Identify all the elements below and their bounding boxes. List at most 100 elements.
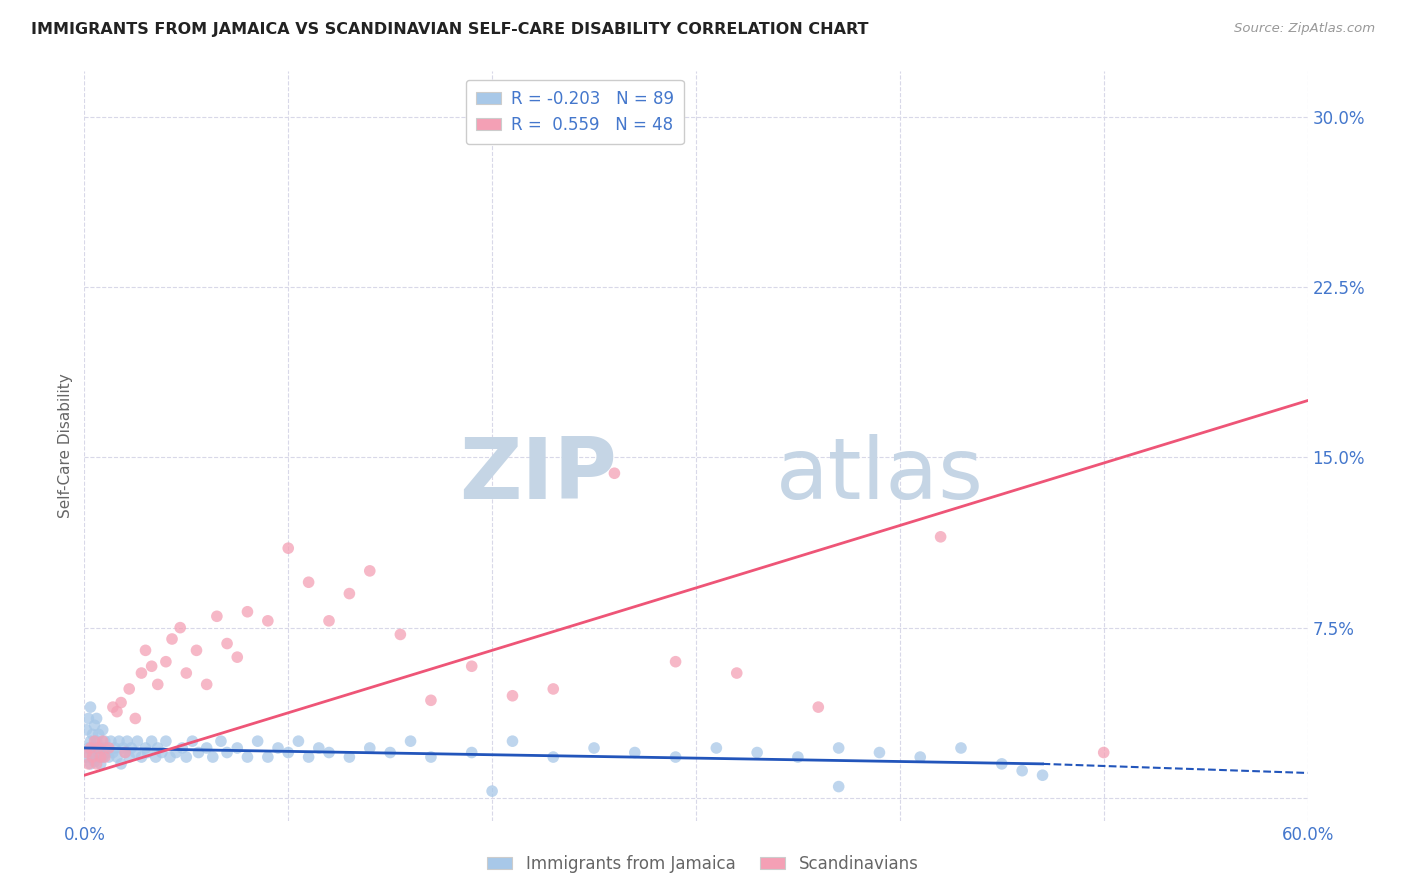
Point xyxy=(1092,746,1115,760)
Point xyxy=(86,750,108,764)
Point xyxy=(110,756,132,771)
Point xyxy=(108,734,131,748)
Point xyxy=(298,575,321,590)
Point xyxy=(114,746,136,760)
Point xyxy=(181,734,204,748)
Point xyxy=(101,700,124,714)
Point xyxy=(172,741,194,756)
Point xyxy=(79,756,101,771)
Point xyxy=(75,723,97,737)
Text: Source: ZipAtlas.com: Source: ZipAtlas.com xyxy=(1234,22,1375,36)
Point xyxy=(97,750,120,764)
Point xyxy=(118,750,141,764)
Point xyxy=(160,632,183,646)
Point xyxy=(146,741,169,756)
Point xyxy=(169,621,191,635)
Point xyxy=(105,705,128,719)
Point xyxy=(277,746,299,760)
Point xyxy=(339,586,361,600)
Point xyxy=(287,734,309,748)
Point xyxy=(583,741,606,756)
Point xyxy=(991,756,1014,771)
Point xyxy=(115,734,138,748)
Point xyxy=(145,750,167,764)
Point xyxy=(910,750,932,764)
Point xyxy=(187,746,209,760)
Point xyxy=(82,750,104,764)
Point xyxy=(96,746,118,760)
Point xyxy=(124,746,146,760)
Point xyxy=(195,741,218,756)
Point xyxy=(112,741,135,756)
Point xyxy=(135,643,157,657)
Point xyxy=(97,741,120,756)
Point xyxy=(110,696,132,710)
Point xyxy=(174,750,197,764)
Point xyxy=(87,746,110,760)
Point xyxy=(136,746,159,760)
Point xyxy=(165,746,187,760)
Point xyxy=(399,734,422,748)
Point xyxy=(186,643,208,657)
Point xyxy=(461,659,484,673)
Point xyxy=(91,723,114,737)
Point xyxy=(339,750,361,764)
Point xyxy=(236,605,259,619)
Point xyxy=(359,564,381,578)
Point xyxy=(141,659,163,673)
Point xyxy=(86,756,108,771)
Point xyxy=(101,746,124,760)
Point xyxy=(226,650,249,665)
Text: atlas: atlas xyxy=(776,434,983,517)
Point xyxy=(155,734,177,748)
Point xyxy=(461,746,484,760)
Point xyxy=(950,741,973,756)
Point xyxy=(91,750,114,764)
Point xyxy=(217,746,239,760)
Point xyxy=(82,746,104,760)
Point xyxy=(277,541,299,556)
Point xyxy=(83,718,105,732)
Point xyxy=(1032,768,1054,782)
Point xyxy=(100,734,122,748)
Point xyxy=(308,741,330,756)
Point xyxy=(205,609,228,624)
Point xyxy=(217,636,239,650)
Y-axis label: Self-Care Disability: Self-Care Disability xyxy=(58,374,73,518)
Point xyxy=(807,700,830,714)
Point xyxy=(87,741,110,756)
Point xyxy=(150,746,173,760)
Point xyxy=(120,741,142,756)
Point xyxy=(90,750,112,764)
Point xyxy=(257,750,280,764)
Point xyxy=(90,756,112,771)
Point xyxy=(603,467,626,481)
Point xyxy=(209,734,232,748)
Point xyxy=(665,655,688,669)
Point xyxy=(828,741,851,756)
Point xyxy=(75,750,97,764)
Point xyxy=(420,693,443,707)
Point xyxy=(543,750,565,764)
Point xyxy=(79,700,101,714)
Point xyxy=(359,741,381,756)
Point xyxy=(124,711,146,725)
Point xyxy=(87,727,110,741)
Point xyxy=(226,741,249,756)
Point xyxy=(481,784,503,798)
Point xyxy=(318,614,340,628)
Point xyxy=(706,741,728,756)
Point xyxy=(298,750,321,764)
Point xyxy=(83,741,105,756)
Point xyxy=(77,756,100,771)
Point xyxy=(91,734,114,748)
Point xyxy=(146,677,169,691)
Point xyxy=(77,741,100,756)
Point xyxy=(127,734,149,748)
Point xyxy=(869,746,891,760)
Point xyxy=(104,741,127,756)
Point xyxy=(83,755,105,769)
Point xyxy=(105,750,128,764)
Point xyxy=(380,746,402,760)
Point xyxy=(141,734,163,748)
